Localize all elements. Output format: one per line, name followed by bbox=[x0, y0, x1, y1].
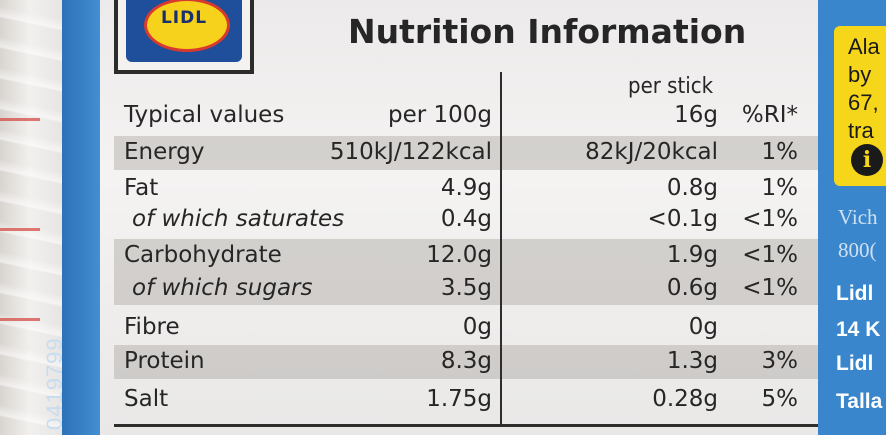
nutrient-name: Fat bbox=[124, 175, 159, 201]
per-100g-value: 3.5g bbox=[440, 275, 492, 301]
table-row: Fibre 0g 0g bbox=[114, 311, 818, 345]
ri-value: 5% bbox=[761, 386, 799, 412]
bottom-rule bbox=[114, 424, 818, 427]
ri-value: <1% bbox=[742, 242, 798, 268]
logo-circle bbox=[144, 0, 230, 52]
per-stick-value: 0g bbox=[688, 314, 718, 340]
ri-value: 3% bbox=[761, 348, 799, 374]
per-100g-value: 1.75g bbox=[426, 386, 492, 412]
nutrient-name: of which sugars bbox=[132, 275, 313, 301]
company-text-line: Lidl bbox=[836, 282, 874, 305]
red-stripe bbox=[0, 118, 40, 121]
company-text-line: Talla bbox=[836, 390, 883, 413]
per-stick-value: 0.6g bbox=[666, 275, 718, 301]
column-divider bbox=[500, 72, 502, 424]
table-row: Salt 1.75g 0.28g 5% bbox=[114, 383, 818, 417]
per-100g-value: 12.0g bbox=[426, 242, 492, 268]
nutrient-name: of which saturates bbox=[132, 206, 345, 232]
label-title: Nutrition Information bbox=[348, 12, 747, 51]
barcode-number: 0419799 bbox=[42, 337, 67, 430]
allergy-text-line: tra bbox=[848, 118, 874, 143]
ri-value: <1% bbox=[742, 206, 798, 232]
red-stripe bbox=[0, 228, 40, 231]
ri-value: 1% bbox=[761, 139, 799, 165]
red-stripe bbox=[0, 318, 40, 321]
allergy-text-line: by bbox=[848, 62, 872, 87]
allergy-text-line: Ala bbox=[848, 34, 880, 59]
address-text-line: 800( bbox=[838, 238, 877, 262]
logo-text: LIDL bbox=[160, 8, 208, 28]
header-row: Typical values per 100g 16g %RI* bbox=[114, 99, 818, 133]
nutrition-label: LIDL Nutrition Information per stick Typ… bbox=[100, 0, 818, 435]
per-100g-value: 510kJ/122kcal bbox=[329, 139, 492, 165]
allergy-text-line: 67, bbox=[848, 90, 879, 115]
company-text-line: Lidl bbox=[836, 352, 874, 375]
ri-value: <1% bbox=[742, 275, 798, 301]
lidl-logo: LIDL bbox=[114, 0, 254, 74]
table-row: Carbohydrate 12.0g 1.9g <1% bbox=[114, 239, 818, 305]
per-100g-value: 0.4g bbox=[440, 206, 492, 232]
nutrient-name: Protein bbox=[124, 348, 205, 374]
table-row: of which saturates 0.4g <0.1g <1% bbox=[114, 203, 818, 237]
nutrient-name: Carbohydrate bbox=[124, 242, 282, 268]
ri-value: 1% bbox=[761, 175, 799, 201]
nutrient-name: Energy bbox=[124, 139, 205, 165]
table-row: Fat 4.9g 0.8g 1% bbox=[114, 172, 818, 206]
company-text-line: 14 K bbox=[836, 318, 881, 341]
logo-background: LIDL bbox=[126, 0, 242, 62]
per-100g-value: 4.9g bbox=[440, 175, 492, 201]
header-per-100g: per 100g bbox=[387, 102, 492, 128]
table-row: of which sugars 3.5g 0.6g <1% bbox=[114, 272, 818, 306]
info-icon: i bbox=[851, 144, 883, 176]
per-stick-value: 82kJ/20kcal bbox=[585, 139, 718, 165]
per-100g-value: 8.3g bbox=[440, 348, 492, 374]
per-stick-value: 0.8g bbox=[666, 175, 718, 201]
per-100g-value: 0g bbox=[462, 314, 492, 340]
header-ri: %RI* bbox=[741, 102, 798, 128]
address-text-line: Vich bbox=[838, 205, 878, 229]
nutrient-name: Salt bbox=[124, 386, 169, 412]
table-row: Energy 510kJ/122kcal 82kJ/20kcal 1% bbox=[114, 136, 818, 170]
nutrient-name: Fibre bbox=[124, 314, 180, 340]
per-stick-value: 1.3g bbox=[666, 348, 718, 374]
per-stick-value: <0.1g bbox=[647, 206, 718, 232]
header-typical-values: Typical values bbox=[124, 102, 285, 128]
header-stick-weight: 16g bbox=[674, 102, 718, 128]
per-stick-value: 0.28g bbox=[652, 386, 718, 412]
table-row: Protein 8.3g 1.3g 3% bbox=[114, 345, 818, 379]
header-per-stick: per stick bbox=[628, 74, 714, 99]
per-stick-value: 1.9g bbox=[666, 242, 718, 268]
